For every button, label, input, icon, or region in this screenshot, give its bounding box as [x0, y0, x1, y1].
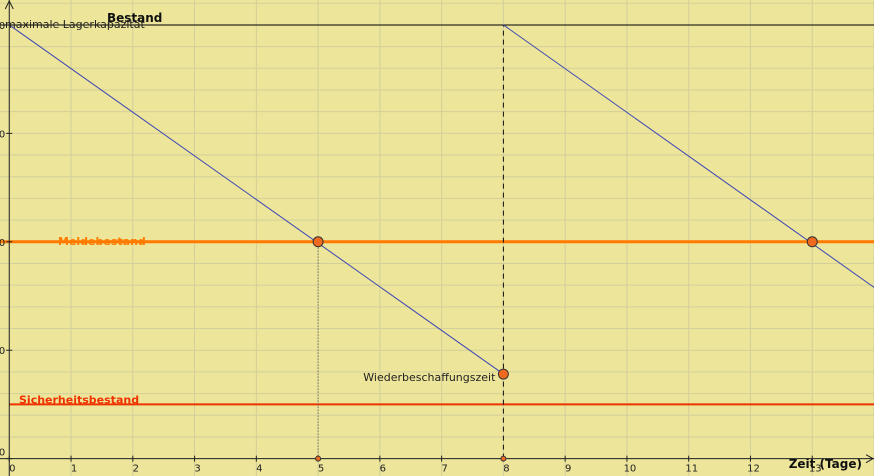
data-point [312, 236, 324, 248]
y-tick-label: 200 [0, 238, 5, 249]
x-tick-label: 3 [194, 464, 200, 475]
data-point [806, 236, 818, 248]
y-tick-label: 300 [0, 129, 5, 140]
inventory-line [8, 24, 504, 375]
x-tick-label: 9 [565, 464, 571, 475]
x-tick-label: 11 [685, 464, 698, 475]
x-axis-arrow [865, 454, 874, 464]
y-tick-label: 400 [0, 21, 5, 32]
x-tick-label: 13 [809, 464, 822, 475]
time-markers [317, 24, 504, 459]
axis-point [500, 455, 507, 462]
level-label-max: maximale Lagerkapazität [5, 18, 145, 31]
axis-point [315, 455, 322, 462]
level-label-safety: Sicherheitsbestand [19, 393, 139, 406]
data-points [312, 236, 818, 462]
tick-labels: 0123456789101112130100200300400 [0, 21, 822, 475]
x-tick-label: 2 [133, 464, 139, 475]
y-tick-label: 100 [0, 346, 5, 357]
y-axis-arrow [4, 0, 14, 10]
stock-levels [0, 24, 874, 406]
x-tick-label: 8 [503, 464, 509, 475]
x-tick-label: 10 [624, 464, 637, 475]
y-tick-label: 0 [0, 448, 5, 459]
data-point [497, 368, 509, 380]
x-tick-label: 6 [380, 464, 386, 475]
x-tick-label: 7 [441, 464, 447, 475]
x-tick-label: 4 [256, 464, 262, 475]
x-tick-label: 0 [9, 464, 15, 475]
x-axis-title: Zeit (Tage) [789, 457, 862, 471]
annotations: maximale Lagerkapazität Meldebestand Siche… [5, 18, 496, 406]
x-tick-label: 12 [747, 464, 760, 475]
x-tick-label: 5 [318, 464, 324, 475]
y-axis-title: Bestand [107, 11, 162, 25]
level-label-reorder: Meldebestand [58, 235, 146, 248]
replenishment-time-label: Wiederbeschaffungszeit [363, 371, 496, 384]
x-tick-label: 1 [71, 464, 77, 475]
